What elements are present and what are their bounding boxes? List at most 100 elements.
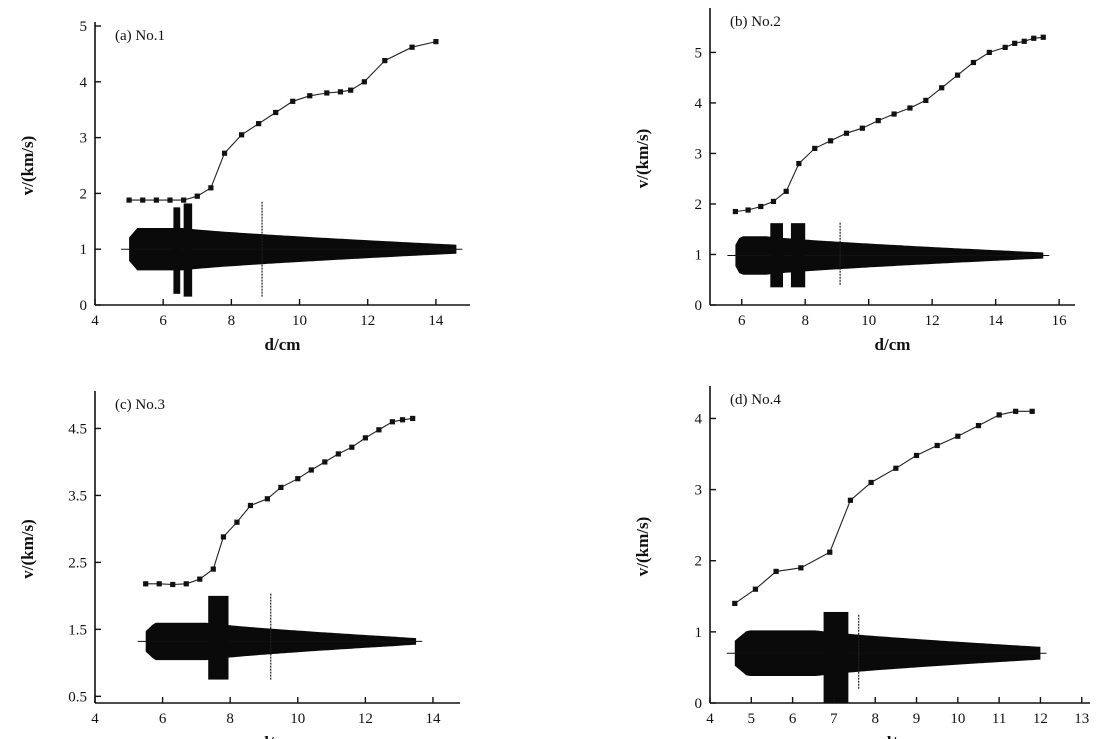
data-point bbox=[126, 197, 132, 203]
waveform-burst-0 bbox=[770, 223, 783, 288]
y-tick-label: 2 bbox=[80, 186, 88, 202]
data-point bbox=[996, 412, 1002, 418]
data-point bbox=[264, 496, 270, 502]
velocity-line bbox=[129, 41, 437, 201]
data-point bbox=[290, 98, 296, 104]
data-point bbox=[875, 118, 881, 124]
data-point bbox=[234, 519, 240, 525]
waveform-burst-1 bbox=[183, 203, 193, 297]
x-tick-label: 8 bbox=[871, 711, 879, 727]
data-point bbox=[732, 208, 738, 215]
data-point bbox=[256, 121, 262, 127]
data-point bbox=[278, 484, 284, 490]
x-tick-label: 10 bbox=[861, 313, 876, 329]
data-point bbox=[307, 93, 313, 99]
data-point bbox=[907, 105, 913, 111]
data-point bbox=[783, 188, 789, 194]
x-tick-label: 6 bbox=[738, 313, 746, 329]
data-point bbox=[361, 79, 367, 85]
x-tick-label: 10 bbox=[290, 711, 305, 727]
data-point bbox=[745, 207, 751, 213]
x-tick-label: 5 bbox=[748, 711, 756, 727]
x-tick-label: 10 bbox=[292, 313, 307, 329]
panel-title: (d) No.4 bbox=[730, 392, 781, 408]
y-tick-label: 2.5 bbox=[68, 555, 87, 571]
data-point bbox=[986, 49, 992, 56]
y-tick-label: 1 bbox=[695, 247, 703, 263]
data-point bbox=[194, 193, 200, 199]
y-tick-label: 3 bbox=[80, 131, 88, 147]
data-point bbox=[210, 566, 216, 572]
data-point bbox=[828, 138, 834, 144]
y-tick-label: 0 bbox=[695, 298, 703, 314]
data-point bbox=[348, 87, 354, 93]
x-tick-label: 8 bbox=[226, 711, 234, 727]
x-tick-label: 7 bbox=[830, 711, 838, 727]
waveform-trace bbox=[727, 221, 1050, 288]
data-point bbox=[389, 419, 396, 425]
data-point bbox=[382, 57, 388, 64]
data-point bbox=[181, 197, 187, 203]
x-tick-label: 13 bbox=[1074, 711, 1089, 727]
data-point bbox=[913, 452, 920, 459]
data-point bbox=[955, 433, 961, 439]
data-point bbox=[1012, 40, 1018, 46]
data-point bbox=[156, 581, 162, 587]
data-point bbox=[859, 125, 865, 131]
x-tick-label: 14 bbox=[988, 313, 1004, 329]
data-point bbox=[812, 145, 818, 151]
x-axis-label: d/cm bbox=[882, 733, 918, 739]
data-point bbox=[891, 111, 897, 117]
data-point bbox=[868, 479, 874, 486]
data-point bbox=[197, 576, 203, 582]
data-point bbox=[208, 185, 214, 191]
y-tick-label: 0 bbox=[80, 298, 88, 314]
velocity-line bbox=[734, 410, 1033, 604]
data-point bbox=[758, 203, 764, 210]
data-point bbox=[376, 427, 382, 433]
waveform-trace bbox=[726, 611, 1047, 703]
data-point bbox=[308, 467, 314, 473]
y-tick-label: 0.5 bbox=[68, 689, 87, 705]
data-point bbox=[322, 459, 328, 465]
y-tick-label: 3.5 bbox=[68, 488, 87, 504]
data-point bbox=[335, 451, 341, 457]
x-tick-label: 6 bbox=[159, 711, 167, 727]
data-point bbox=[796, 160, 802, 167]
data-point bbox=[337, 89, 344, 95]
data-point bbox=[939, 85, 945, 91]
y-tick-label: 5 bbox=[80, 19, 88, 35]
x-tick-label: 6 bbox=[789, 711, 797, 727]
data-point bbox=[1040, 34, 1046, 40]
y-tick-label: 5 bbox=[695, 45, 703, 61]
x-tick-label: 16 bbox=[1052, 313, 1068, 329]
y-tick-label: 0 bbox=[695, 696, 703, 712]
x-tick-label: 14 bbox=[428, 313, 444, 329]
panel-title: (a) No.1 bbox=[115, 28, 165, 44]
panel-title: (b) No.2 bbox=[730, 14, 781, 30]
y-tick-label: 3 bbox=[695, 146, 703, 162]
x-axis-label: d/cm bbox=[265, 335, 301, 354]
x-tick-label: 6 bbox=[159, 313, 167, 329]
y-tick-label: 4.5 bbox=[68, 421, 87, 437]
waveform-burst-0 bbox=[208, 595, 229, 680]
data-point bbox=[273, 109, 279, 116]
y-axis-label: v/(km/s) bbox=[18, 519, 37, 579]
x-tick-label: 12 bbox=[358, 711, 373, 727]
waveform-trace bbox=[121, 201, 463, 297]
data-point bbox=[1031, 35, 1037, 41]
x-tick-label: 4 bbox=[91, 313, 99, 329]
data-point bbox=[752, 586, 759, 592]
data-point bbox=[221, 150, 228, 156]
data-point bbox=[843, 130, 850, 136]
data-point bbox=[238, 132, 245, 138]
x-tick-label: 11 bbox=[992, 711, 1006, 727]
data-point bbox=[410, 415, 416, 422]
y-tick-label: 3 bbox=[695, 483, 703, 499]
y-tick-label: 2 bbox=[695, 197, 703, 213]
waveform-trace bbox=[137, 592, 423, 680]
